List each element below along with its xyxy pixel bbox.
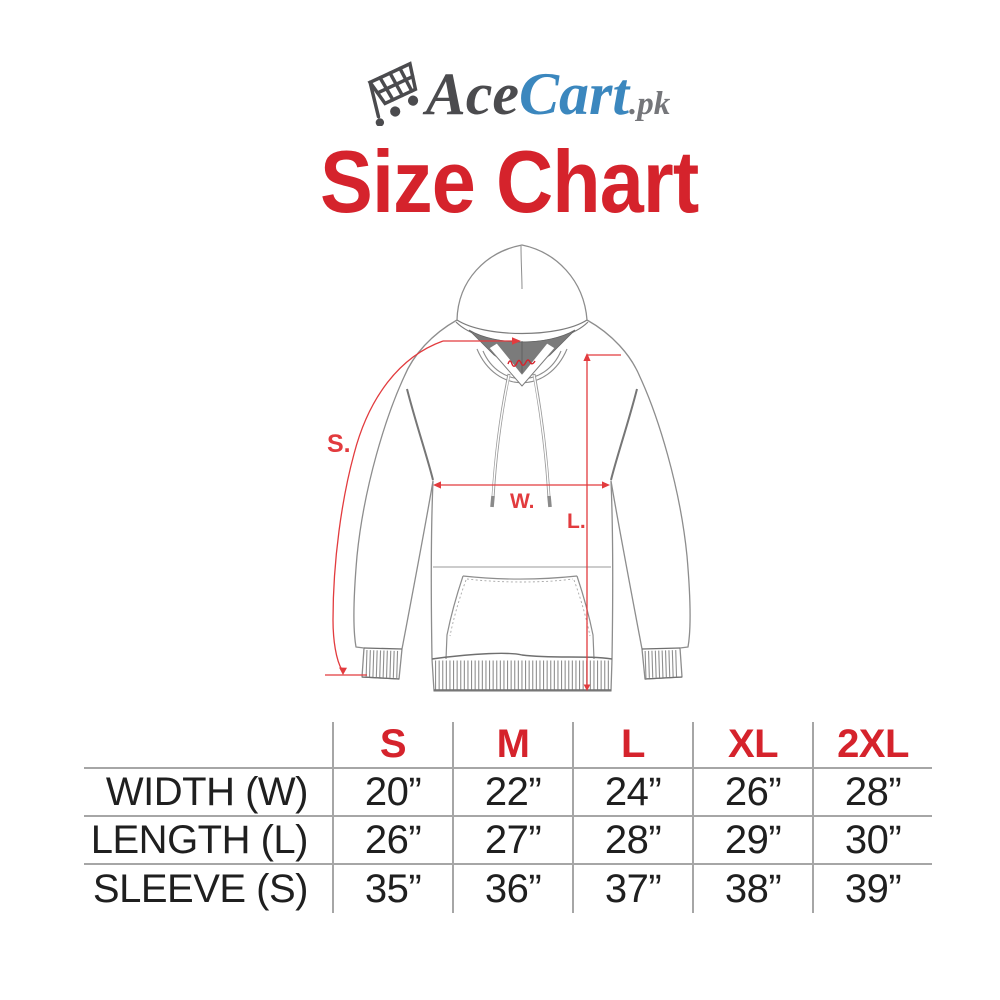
width-value-xl: 26” — [692, 769, 812, 817]
column-header-l: L — [572, 722, 692, 769]
brand-text-ace: Ace — [425, 61, 519, 127]
ribbed-cuffs — [361, 647, 683, 680]
length-label: L. — [567, 510, 586, 533]
row-label-length: LENGTH (L) — [84, 817, 332, 865]
measurement-labels: S. W. L. — [327, 430, 586, 533]
hood-crease-line — [520, 245, 523, 290]
length-value-s: 26” — [332, 817, 452, 865]
sleeve-label: S. — [327, 430, 351, 458]
measurement-lines — [325, 340, 621, 687]
row-label-sleeve: SLEEVE (S) — [92, 866, 309, 911]
sleeve-value-s: 35” — [332, 865, 452, 913]
length-value-2xl: 30” — [812, 817, 932, 865]
length-value-xl: 29” — [692, 817, 812, 865]
brand-text-tld: .pk — [629, 86, 671, 122]
sleeve-value-l: 37” — [572, 865, 692, 913]
brand-logo-inner: Ace Cart .pk — [358, 40, 671, 127]
hoodie-measurement-diagram: S. W. L. — [325, 244, 691, 692]
table-corner-cell — [84, 722, 332, 769]
armhole-seams — [406, 388, 638, 481]
measurement-arrowheads — [339, 337, 610, 691]
hood-v-band — [488, 342, 556, 387]
sleeve-value-m: 36” — [452, 865, 572, 913]
sleeve-value-2xl: 39” — [812, 865, 932, 913]
hoodie-brand-mark — [507, 359, 536, 367]
size-table: S M L XL 2XL WIDTH (W) 20” 22” 24” 26” 2… — [84, 722, 932, 913]
sleeve-value-xl: 38” — [692, 865, 812, 913]
width-value-2xl: 28” — [812, 769, 932, 817]
width-value-m: 22” — [452, 769, 572, 817]
shopping-cart-icon — [367, 61, 418, 126]
column-header-m: M — [452, 722, 572, 769]
row-label-width: WIDTH (W) — [84, 769, 332, 817]
hoodie-silhouette — [353, 244, 691, 692]
kangaroo-pocket — [445, 575, 595, 660]
length-value-l: 28” — [572, 817, 692, 865]
width-value-s: 20” — [332, 769, 452, 817]
column-header-xl: XL — [692, 722, 812, 769]
length-value-m: 27” — [452, 817, 572, 865]
width-label: W. — [510, 490, 535, 513]
brand-text-cart: Cart — [518, 61, 630, 127]
column-header-s: S — [332, 722, 452, 769]
brand-logo: Ace Cart .pk — [14, 40, 1000, 127]
column-header-2xl: 2XL — [812, 722, 932, 769]
page-title: Size Chart — [319, 132, 699, 231]
width-value-l: 24” — [572, 769, 692, 817]
